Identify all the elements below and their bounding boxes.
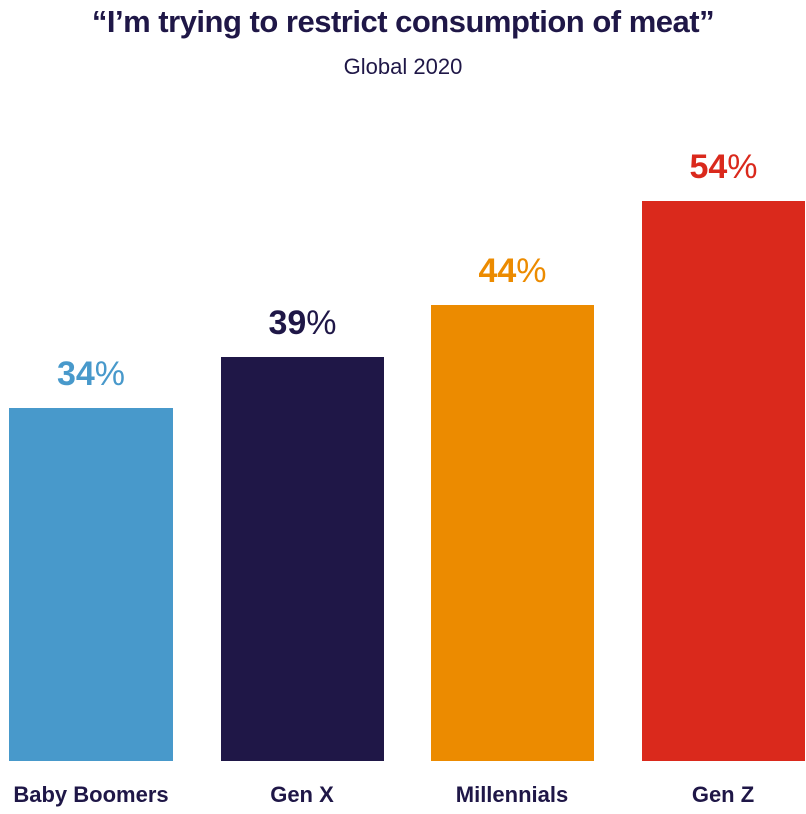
value-label-gen-x: 39% [268, 304, 337, 342]
bar-gen-x [221, 357, 384, 761]
value-label-gen-z: 54% [689, 148, 758, 186]
value-label-baby-boomers: 34% [56, 355, 126, 393]
chart-title: “I’m trying to restrict consumption of m… [91, 4, 715, 39]
bar-gen-z [642, 201, 805, 761]
category-label-baby-boomers: Baby Boomers [13, 782, 169, 807]
value-label-millennials: 44% [478, 252, 547, 290]
chart-subtitle: Global 2020 [343, 54, 463, 79]
category-label-millennials: Millennials [455, 782, 569, 807]
bar-baby-boomers [9, 408, 173, 761]
bar-millennials [431, 305, 594, 761]
category-label-gen-z: Gen Z [691, 782, 755, 807]
category-label-gen-x: Gen X [270, 782, 334, 807]
